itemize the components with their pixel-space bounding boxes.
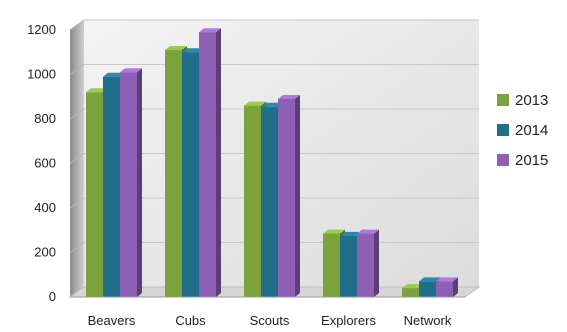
y-tick-label: 600 xyxy=(34,156,56,171)
legend-swatch xyxy=(497,94,509,106)
bar-side-face xyxy=(453,277,458,297)
y-tick-label: 800 xyxy=(34,111,56,126)
bar-front-face xyxy=(103,76,120,297)
bar-explorers-2015 xyxy=(357,229,379,297)
x-tick-label: Beavers xyxy=(88,313,136,328)
gridline-side xyxy=(69,19,85,31)
gridline-side xyxy=(69,64,85,75)
gridline-side xyxy=(69,153,85,164)
x-tick-label: Cubs xyxy=(175,313,206,328)
bar-scouts-2015 xyxy=(278,94,300,297)
bar-front-face xyxy=(436,281,453,297)
bar-top-face xyxy=(419,277,441,282)
legend-item-2013: 2013 xyxy=(497,92,548,109)
y-tick-label: 1200 xyxy=(27,22,56,37)
bar-front-face xyxy=(402,288,419,297)
bar-top-face xyxy=(402,284,424,289)
y-tick-label: 0 xyxy=(49,289,56,304)
bar-top-face xyxy=(182,48,204,53)
bar-top-face xyxy=(86,88,108,93)
bar-top-face xyxy=(199,28,221,33)
bar-top-face xyxy=(165,46,187,51)
x-tick-label: Network xyxy=(404,313,452,328)
bar-top-face xyxy=(278,94,300,99)
bar-front-face xyxy=(182,52,199,297)
y-tick-label: 400 xyxy=(34,200,56,215)
legend-label: 2014 xyxy=(515,122,548,139)
legend-item-2014: 2014 xyxy=(497,122,548,139)
x-tick-label: Explorers xyxy=(321,313,376,328)
bar-network-2015 xyxy=(436,277,458,297)
bar-top-face xyxy=(103,72,125,77)
bars xyxy=(86,28,458,298)
legend: 2013 2014 2015 xyxy=(497,92,548,169)
x-axis: Beavers Cubs Scouts Explorers Network xyxy=(70,296,465,328)
bar-top-face xyxy=(261,102,283,107)
x-tick-label: Scouts xyxy=(250,313,290,328)
bar-front-face xyxy=(261,106,278,297)
bar-front-face xyxy=(340,235,357,297)
bar-top-face xyxy=(436,277,458,282)
bar-top-face xyxy=(340,231,362,236)
bar-front-face xyxy=(278,98,295,297)
bar-side-face xyxy=(137,68,142,298)
bar-front-face xyxy=(86,92,103,297)
bar-top-face xyxy=(244,101,266,106)
bar-side-face xyxy=(216,28,221,297)
bar-top-face xyxy=(120,68,142,73)
bar-top-face xyxy=(357,229,379,234)
bar-front-face xyxy=(357,233,374,297)
legend-swatch xyxy=(497,124,509,136)
bar-side-face xyxy=(374,229,379,297)
gridline-side xyxy=(69,197,85,209)
legend-label: 2013 xyxy=(515,92,548,109)
legend-item-2015: 2015 xyxy=(497,152,548,169)
bar-cubs-2015 xyxy=(199,28,221,297)
y-tick-label: 200 xyxy=(34,245,56,260)
bar-side-face xyxy=(295,94,300,297)
legend-label: 2015 xyxy=(515,152,548,169)
legend-swatch xyxy=(497,154,509,166)
bar-beavers-2015 xyxy=(120,68,142,298)
bar-front-face xyxy=(323,233,340,297)
gridline-side xyxy=(69,108,85,120)
bar-front-face xyxy=(244,105,261,298)
bar-top-face xyxy=(323,229,345,234)
bar-front-face xyxy=(199,32,216,297)
y-tick-label: 1000 xyxy=(27,67,56,82)
bar-front-face xyxy=(165,50,182,298)
bar-front-face xyxy=(120,72,137,298)
gridline-side xyxy=(69,242,85,253)
y-axis: 0 200 400 600 800 1000 1200 xyxy=(27,22,56,304)
bar-front-face xyxy=(419,281,436,297)
